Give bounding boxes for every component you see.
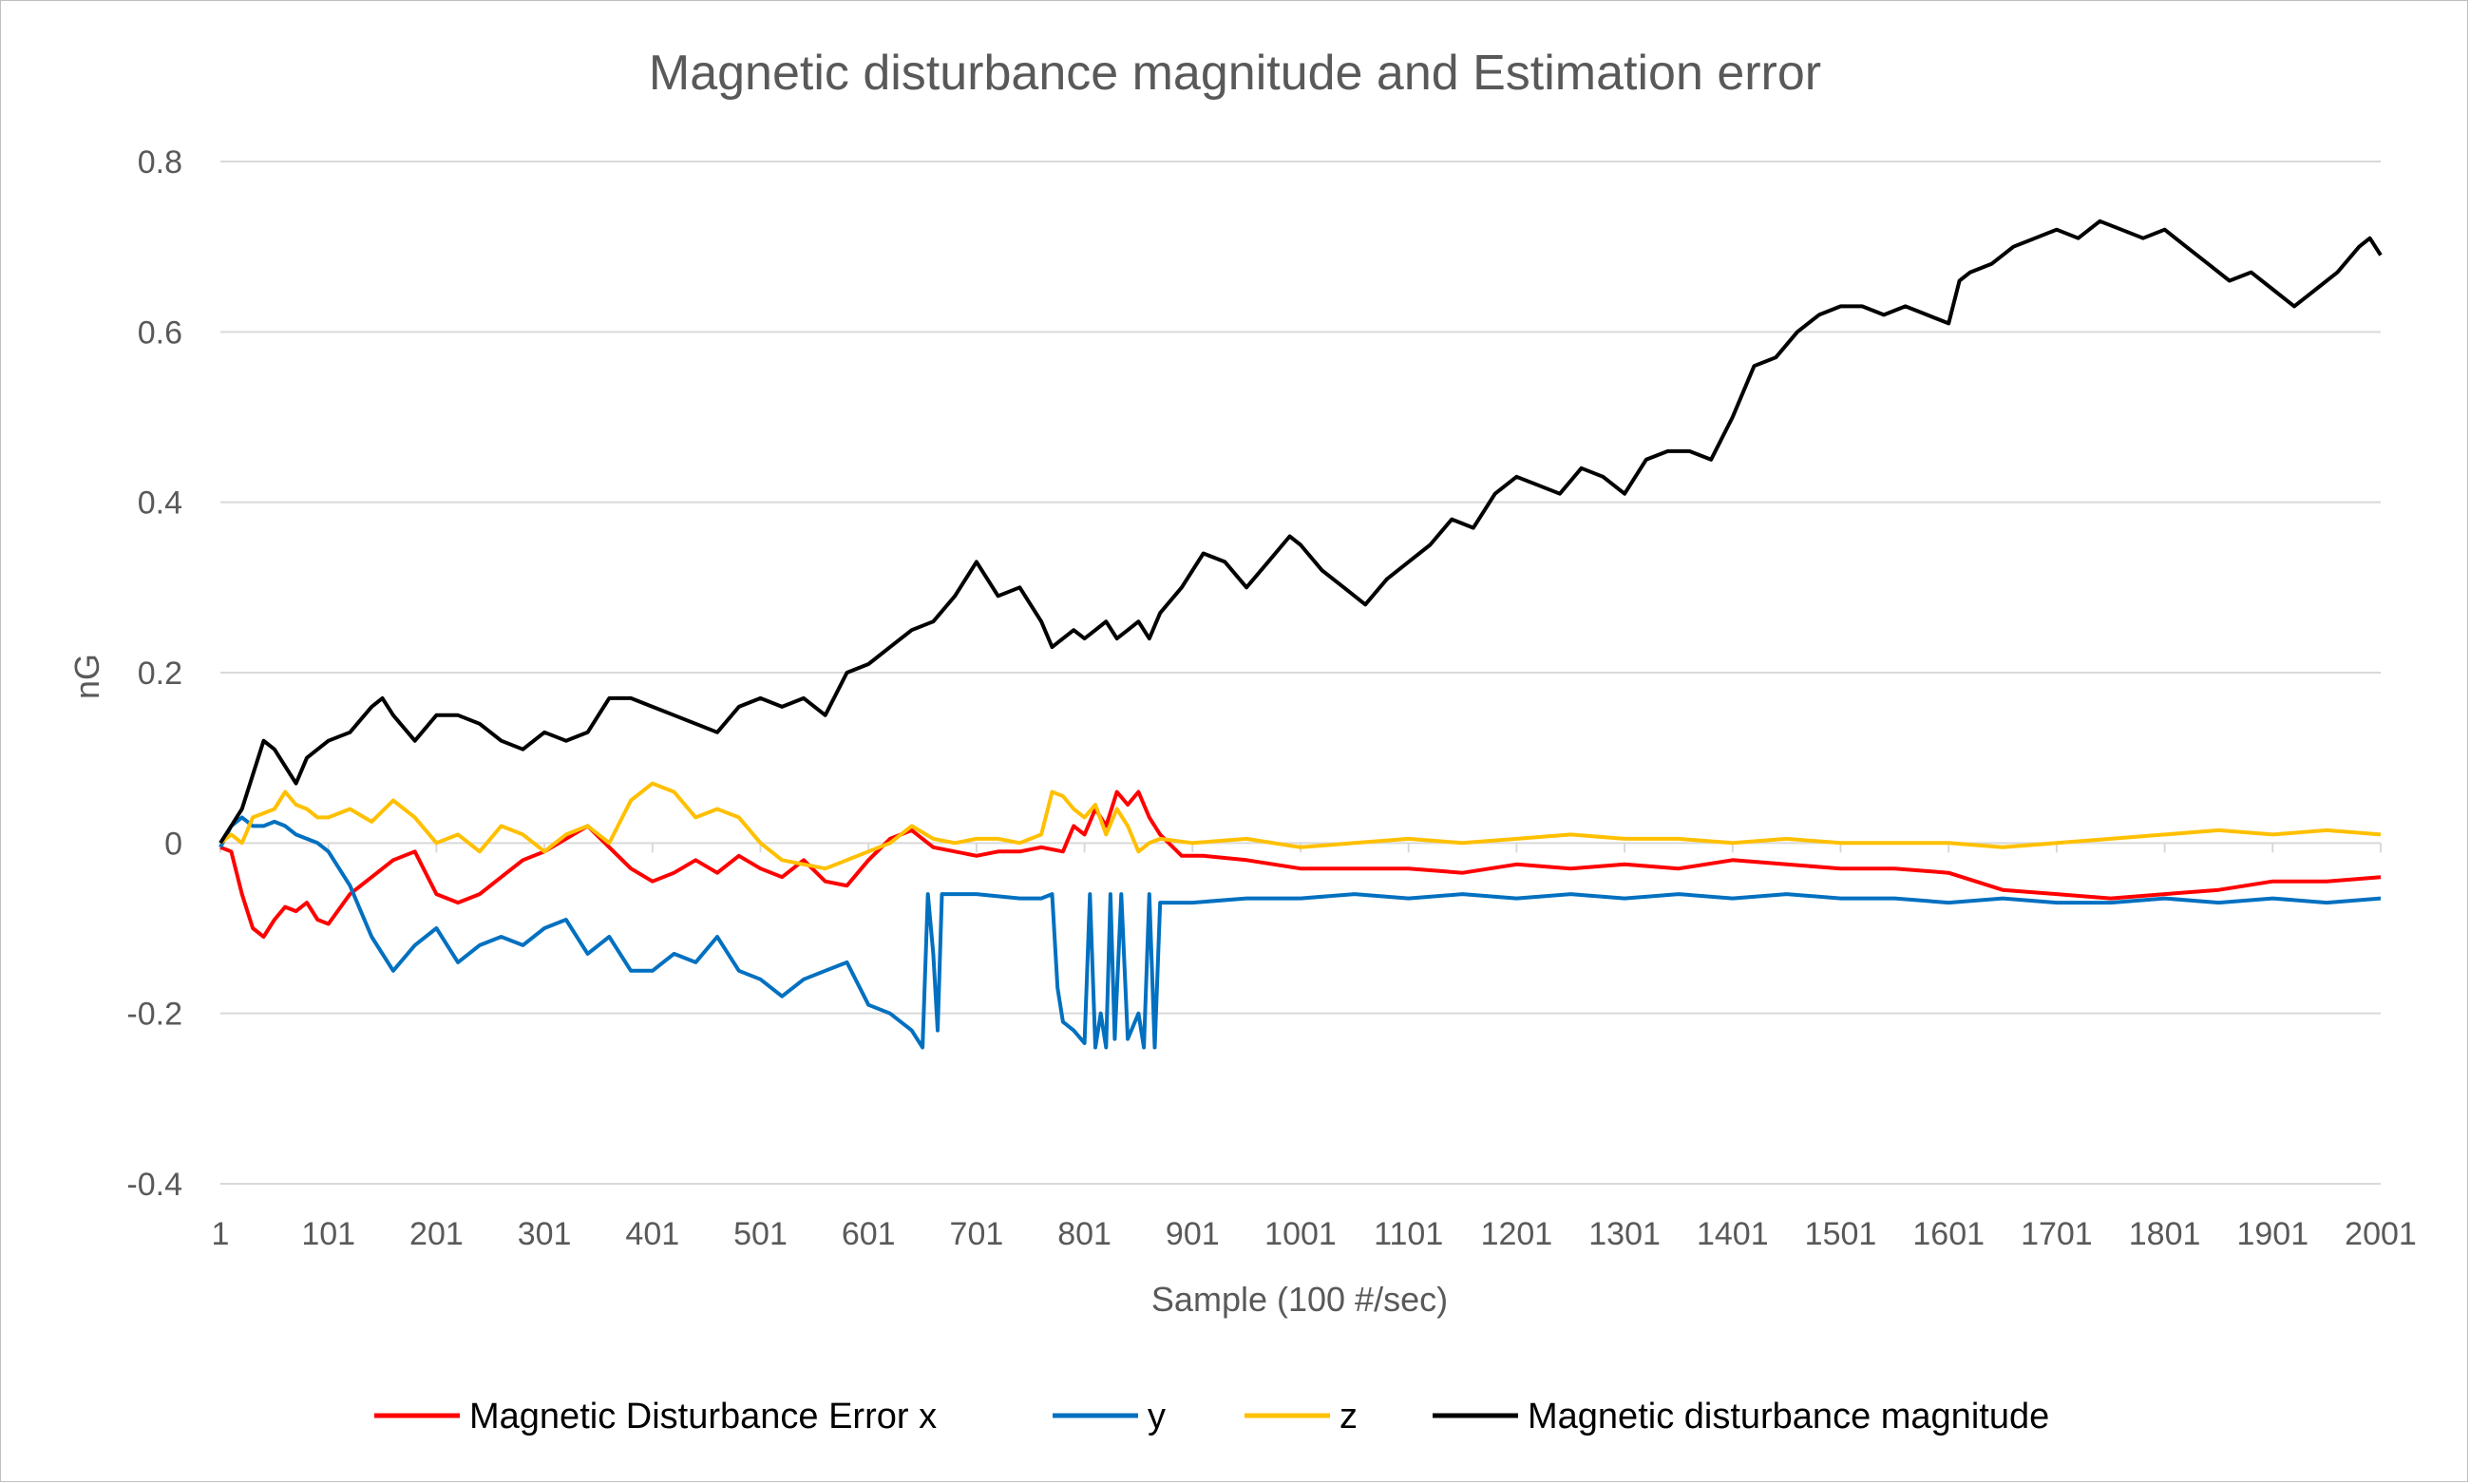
y-axis-label: nG — [67, 654, 106, 699]
x-tick-label: 1601 — [1912, 1216, 1985, 1252]
legend: Magnetic Disturbance Error x y z Magnetic d… — [374, 1397, 2049, 1436]
x-tick-label: 1901 — [2236, 1216, 2308, 1252]
x-tick-label: 1 — [212, 1216, 230, 1252]
series-line-3 — [218, 219, 2383, 845]
series-layer — [218, 219, 2383, 1050]
legend-label: Magnetic Disturbance Error x — [469, 1397, 937, 1436]
legend-label: z — [1340, 1397, 1358, 1436]
series-line-0 — [219, 790, 2382, 939]
series-line-2 — [218, 781, 2382, 871]
x-tick-label: 1201 — [1481, 1216, 1553, 1252]
grid-layer — [219, 161, 2382, 1185]
y-tick-label: 0.4 — [138, 485, 182, 522]
x-tick-label: 1301 — [1588, 1216, 1661, 1252]
legend-label: y — [1148, 1397, 1166, 1436]
x-tick-label: 1001 — [1264, 1216, 1337, 1252]
x-axis-label: Sample (100 #/sec) — [1151, 1280, 1448, 1319]
x-tick-label: 701 — [950, 1216, 1004, 1252]
x-tick-label: 1101 — [1374, 1216, 1443, 1252]
x-tick-label: 801 — [1057, 1216, 1112, 1252]
x-tick-label: 901 — [1166, 1216, 1220, 1252]
x-tick-labels: 1 101 201 301 401 501 601 701 801 901 1001 1101 1201… — [212, 1216, 2417, 1252]
x-tick-label: 1701 — [2021, 1216, 2093, 1252]
x-tick-label: 1501 — [1805, 1216, 1877, 1252]
chart-title: Magnetic disturbance magnitude and Estim… — [649, 46, 1821, 101]
x-tick-label: 601 — [842, 1216, 896, 1252]
x-tick-label: 501 — [733, 1216, 788, 1252]
x-tick-label: 301 — [518, 1216, 572, 1252]
legend-label: Magnetic disturbance magnitude — [1528, 1397, 2049, 1436]
x-tick-label: 201 — [409, 1216, 464, 1252]
y-tick-label: 0.8 — [138, 144, 182, 181]
x-tick-label: 2001 — [2345, 1216, 2417, 1252]
y-tick-label: 0.2 — [138, 656, 182, 692]
y-tick-label: 0 — [164, 826, 182, 862]
x-tick-label: 101 — [301, 1216, 355, 1252]
x-tick-label: 1401 — [1697, 1216, 1769, 1252]
y-tick-label: 0.6 — [138, 314, 182, 351]
x-tick-label: 401 — [625, 1216, 679, 1252]
x-tick-label: 1801 — [2129, 1216, 2201, 1252]
y-tick-labels: -0.4 -0.2 0 0.2 0.4 0.6 0.8 — [126, 144, 182, 1203]
y-tick-label: -0.4 — [126, 1167, 182, 1203]
y-tick-label: -0.2 — [126, 997, 182, 1033]
series-line-1 — [218, 815, 2382, 1050]
